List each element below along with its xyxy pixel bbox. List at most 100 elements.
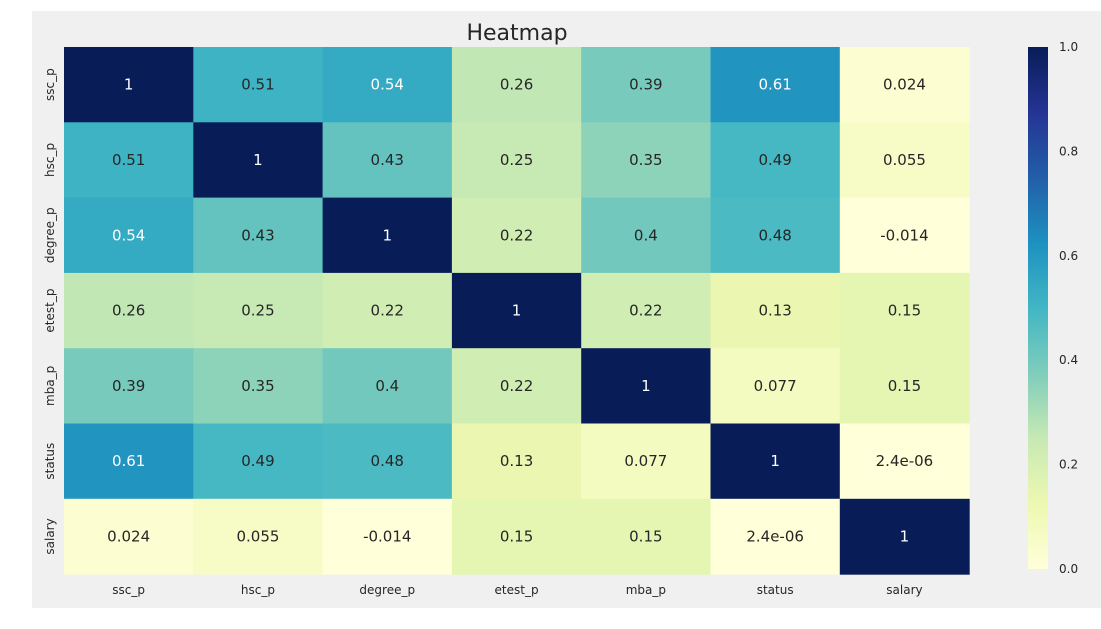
cell-value-label: 0.49: [241, 452, 274, 470]
cell-value-label: 0.077: [624, 452, 667, 470]
colorbar-tick-labels: 0.0 0.2 0.4 0.6 0.8 1.0: [1059, 40, 1078, 576]
heatmap-cell: [322, 498, 453, 575]
heatmap-cell: [839, 272, 970, 349]
heatmap-cell: [322, 272, 453, 349]
heatmap-cell: [451, 348, 582, 425]
cell-value-label: 1: [512, 302, 522, 320]
cell-value-label: 0.13: [758, 302, 791, 320]
x-axis-tick-labels: ssc_p hsc_p degree_p etest_p mba_p status sala…: [112, 583, 922, 597]
heatmap-cell: [451, 272, 582, 349]
y-tick-label: status: [43, 443, 57, 480]
heatmap-cell: [839, 348, 970, 425]
cell-value-label: 0.35: [241, 377, 274, 395]
x-tick-label: status: [757, 583, 794, 597]
heatmap-cell: [193, 122, 324, 199]
cell-value-label: 1: [641, 377, 651, 395]
cell-value-label: 0.15: [888, 377, 921, 395]
x-tick-label: ssc_p: [112, 583, 145, 597]
cell-value-label: 0.055: [236, 527, 279, 545]
y-tick-label: salary: [43, 518, 57, 554]
heatmap-cell: [581, 348, 712, 425]
y-tick-label: degree_p: [43, 207, 57, 263]
cell-value-label: 0.024: [883, 76, 926, 94]
x-tick-label: salary: [886, 583, 922, 597]
colorbar-tick-label: 0.4: [1059, 353, 1078, 367]
cell-value-label: 0.54: [371, 76, 404, 94]
heatmap-cell: [193, 197, 324, 274]
cell-value-label: 0.22: [500, 226, 533, 244]
cell-value-label: 0.22: [500, 377, 533, 395]
cell-value-label: 0.54: [112, 226, 145, 244]
cell-value-label: 0.4: [634, 226, 658, 244]
heatmap-cell: [64, 348, 194, 425]
y-tick-label: mba_p: [43, 366, 57, 406]
cell-value-label: 0.25: [241, 302, 274, 320]
heatmap-cell: [451, 498, 582, 575]
cell-value-label: 0.4: [375, 377, 399, 395]
heatmap-cell: [581, 122, 712, 199]
heatmap-cell: [322, 197, 453, 274]
heatmap-cell: [193, 423, 324, 500]
heatmap-cell: [451, 423, 582, 500]
heatmap-cell: [64, 498, 194, 575]
cell-value-label: 0.055: [883, 151, 926, 169]
cell-value-label: -0.014: [880, 226, 928, 244]
heatmap-cell: [710, 498, 841, 575]
cell-value-label: 0.48: [371, 452, 404, 470]
cell-value-label: 0.15: [629, 527, 662, 545]
heatmap-cell: [193, 498, 324, 575]
heatmap-cell: [64, 47, 194, 123]
y-tick-label: etest_p: [43, 289, 57, 333]
heatmap-cell: [581, 423, 712, 500]
x-tick-label: hsc_p: [241, 583, 275, 597]
heatmap-cell: [322, 423, 453, 500]
heatmap-cells: [64, 47, 970, 575]
cell-value-label: 0.26: [500, 76, 533, 94]
heatmap-cell: [322, 47, 453, 123]
colorbar-tick-label: 0.0: [1059, 562, 1078, 576]
heatmap-cell: [581, 47, 712, 123]
cell-value-label: -0.014: [363, 527, 411, 545]
cell-value-label: 0.48: [758, 226, 791, 244]
cell-value-label: 0.077: [754, 377, 797, 395]
heatmap-cell: [710, 197, 841, 274]
cell-value-label: 0.35: [629, 151, 662, 169]
cell-value-label: 2.4e-06: [876, 452, 934, 470]
cell-value-label: 0.024: [107, 527, 150, 545]
heatmap-cell: [581, 272, 712, 349]
heatmap-cell: [64, 272, 194, 349]
heatmap-cell: [581, 498, 712, 575]
heatmap-cell: [581, 197, 712, 274]
cell-value-label: 2.4e-06: [746, 527, 804, 545]
heatmap-cell: [451, 197, 582, 274]
heatmap-cell: [710, 423, 841, 500]
heatmap-cell: [64, 423, 194, 500]
cell-value-label: 0.39: [629, 76, 662, 94]
x-tick-label: degree_p: [359, 583, 415, 597]
cell-value-label: 1: [770, 452, 780, 470]
colorbar-tick-label: 0.2: [1059, 458, 1078, 472]
cell-value-label: 0.51: [241, 76, 274, 94]
cell-value-label: 1: [124, 76, 134, 94]
y-tick-label: hsc_p: [43, 143, 57, 177]
x-tick-label: mba_p: [626, 583, 666, 597]
cell-value-label: 0.22: [629, 302, 662, 320]
heatmap-cell: [710, 272, 841, 349]
x-tick-label: etest_p: [495, 583, 539, 597]
cell-value-label: 0.26: [112, 302, 145, 320]
heatmap-cell: [710, 47, 841, 123]
cell-value-label: 0.61: [112, 452, 145, 470]
heatmap-cell: [193, 272, 324, 349]
cell-value-label: 0.13: [500, 452, 533, 470]
heatmap-cell: [839, 197, 970, 274]
cell-value-label: 1: [382, 226, 392, 244]
cell-value-label: 0.39: [112, 377, 145, 395]
cell-value-label: 0.25: [500, 151, 533, 169]
cell-value-label: 0.43: [241, 226, 274, 244]
colorbar-tick-label: 0.8: [1059, 144, 1078, 158]
cell-value-label: 0.15: [500, 527, 533, 545]
cell-value-label: 0.43: [371, 151, 404, 169]
chart-title: Heatmap: [466, 21, 567, 46]
